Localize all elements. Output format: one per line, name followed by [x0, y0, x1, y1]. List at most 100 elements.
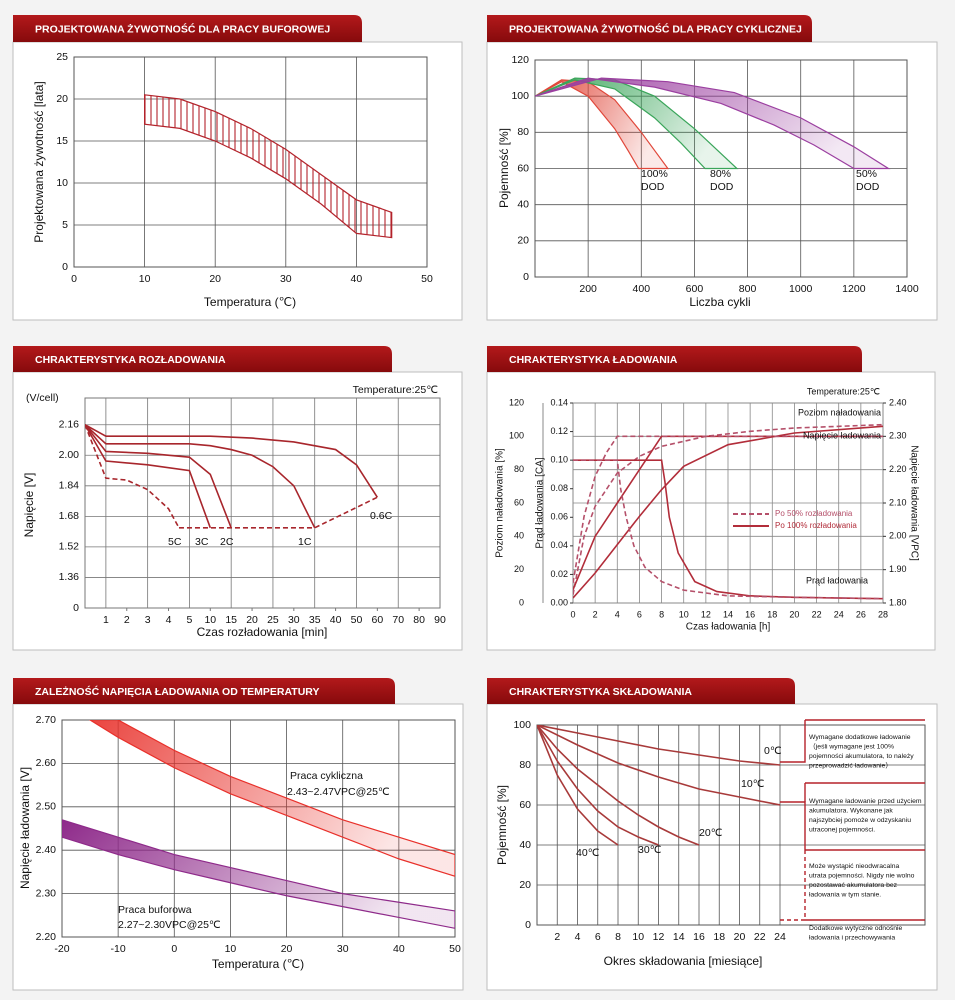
- y-tick-label: 1.84: [59, 480, 80, 492]
- x-tick-label: 0: [570, 609, 575, 619]
- annotation: Napięcie ładowania: [803, 430, 881, 440]
- line-series: [573, 435, 883, 584]
- band-area: [88, 720, 455, 877]
- x-tick-label: 10: [225, 943, 237, 955]
- x-axis-label: Czas rozładowania [min]: [197, 625, 328, 639]
- panel-tab: [13, 678, 395, 704]
- panel-title: CHRAKTERYSTYKA SKŁADOWANIA: [509, 686, 692, 698]
- x-tick-label: 40: [393, 943, 405, 955]
- zone-line: [780, 850, 806, 921]
- x-tick-label: 2: [124, 614, 130, 626]
- y-tick-label: 20: [517, 235, 529, 247]
- annotation: Poziom naładowania: [798, 407, 881, 417]
- y-tick-label: 1.52: [59, 541, 80, 553]
- x-tick-label: 30: [337, 943, 349, 955]
- annotation: (V/cell): [26, 392, 59, 404]
- line-series: [85, 424, 212, 529]
- x-tick-label: 20: [734, 931, 746, 943]
- y-tick-label: 25: [56, 51, 68, 63]
- x-axis-label: Okres składowania [miesiące]: [604, 954, 763, 968]
- x-tick-label: 4: [166, 614, 172, 626]
- y-axis-label: Napięcie ładowania [V]: [18, 767, 32, 889]
- x-tick-label: -10: [111, 943, 126, 955]
- y-tick-label: 1.36: [59, 571, 80, 583]
- y-tick-label: 80: [517, 126, 529, 138]
- y-axis-label: Projektowana żywotność [lata]: [32, 81, 46, 242]
- note-text: utraconej pojemności.: [809, 826, 875, 833]
- y-axis-label: Napięcie [V]: [22, 473, 36, 538]
- x-tick-label: 20: [789, 609, 799, 619]
- annotation: 2.43~2.47VPC@25℃: [287, 786, 390, 798]
- y3-tick-label: 1.80: [889, 597, 907, 607]
- x-tick-label: 26: [856, 609, 866, 619]
- y-tick-label: 0: [73, 602, 79, 614]
- panel-tab: [487, 15, 812, 42]
- y3-tick-label: 2.10: [889, 497, 907, 507]
- x-tick-label: 16: [693, 931, 705, 943]
- annotation: 10℃: [741, 778, 765, 790]
- annotation: Temperature:25℃: [353, 384, 439, 396]
- y2-axis-label: Prąd ładowania [CA]: [535, 457, 546, 548]
- annotation: 80%: [710, 168, 731, 180]
- panel-tab: [13, 15, 362, 42]
- y-tick-label: 0: [519, 597, 524, 607]
- line-series: [537, 725, 780, 806]
- y-tick-label: 15: [56, 135, 68, 147]
- panel-title: CHRAKTERYSTYKA ŁADOWANIA: [509, 354, 678, 366]
- annotation: DOD: [710, 181, 734, 193]
- x-tick-label: 6: [595, 931, 601, 943]
- y-tick-label: 20: [514, 564, 524, 574]
- y3-tick-label: 2.30: [889, 431, 907, 441]
- annotation: 50%: [856, 168, 877, 180]
- y-tick-label: 60: [517, 162, 529, 174]
- note-text: przeprowadzić ładowanie）: [809, 761, 892, 769]
- y-tick-label: 0: [525, 919, 531, 931]
- note-text: Dodatkowe wytyczne odnośnie: [809, 925, 903, 932]
- y2-tick-label: 0.00: [550, 597, 568, 607]
- y-axis-label: Pojemność [%]: [495, 785, 509, 865]
- x-tick-label: 50: [351, 614, 363, 626]
- annotation: 20℃: [699, 827, 723, 839]
- x-tick-label: 15: [225, 614, 237, 626]
- annotation: 30℃: [638, 844, 662, 856]
- x-tick-label: 20: [246, 614, 258, 626]
- y-tick-label: 1.68: [59, 510, 80, 522]
- panel-tab: [13, 346, 392, 372]
- x-tick-label: 1: [103, 614, 109, 626]
- x-tick-label: 50: [421, 273, 433, 285]
- panel-title: PROJEKTOWANA ŻYWOTNOŚĆ DLA PRACY BUFOROW…: [35, 22, 330, 35]
- line-series: [537, 725, 659, 846]
- panel-tab: [487, 678, 795, 704]
- annotation: 3C: [195, 536, 209, 548]
- y-tick-label: 40: [514, 531, 524, 541]
- y-tick-label: 20: [519, 879, 531, 891]
- x-tick-label: 8: [659, 609, 664, 619]
- annotation: 5C: [168, 536, 182, 548]
- x-tick-label: 10: [139, 273, 151, 285]
- note-text: Wymagane ładowanie przed użyciem: [809, 798, 922, 805]
- x-tick-label: 30: [288, 614, 300, 626]
- panel-tab: [487, 346, 862, 372]
- x-tick-label: 0: [71, 273, 77, 285]
- y3-tick-label: 2.00: [889, 531, 907, 541]
- y-tick-label: 120: [511, 54, 529, 66]
- panel: [486, 371, 936, 651]
- note-text: akumulatora. Wykonane jak: [809, 807, 893, 814]
- x-tick-label: 400: [633, 283, 651, 295]
- y-tick-label: 60: [514, 497, 524, 507]
- line-series: [537, 725, 780, 766]
- y-tick-label: 20: [56, 93, 68, 105]
- x-tick-label: 4: [615, 609, 620, 619]
- annotation: 2C: [220, 536, 234, 548]
- y3-axis-label: Napięcie ładowania [VPC]: [908, 445, 919, 561]
- y-tick-label: 2.70: [36, 714, 57, 726]
- x-tick-label: 22: [754, 931, 766, 943]
- y-tick-label: 0: [62, 261, 68, 273]
- y-tick-label: 80: [519, 759, 531, 771]
- y-tick-label: 2.40: [36, 844, 57, 856]
- annotation: 40℃: [576, 847, 600, 859]
- x-tick-label: 22: [812, 609, 822, 619]
- note-text: Wymagane dodatkowe ładowanie: [809, 734, 911, 741]
- y-tick-label: 2.00: [59, 449, 80, 461]
